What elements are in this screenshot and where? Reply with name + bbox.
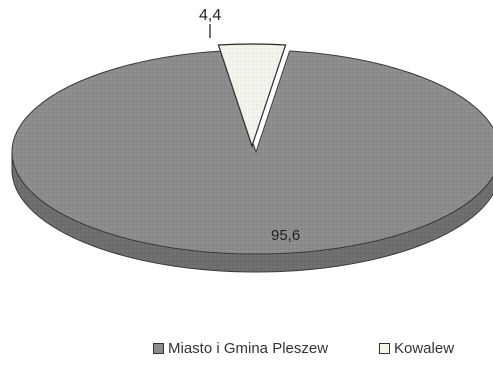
legend-label-kowalew: Kowalew [394, 340, 455, 357]
pie-slice-miasto-texture [12, 50, 493, 254]
data-label-miasto: 95,6 [271, 227, 300, 244]
legend-item-kowalew: Kowalew [379, 340, 454, 357]
pie-slice-kowalew-texture [218, 44, 286, 147]
data-label-kowalew: 4,4 [199, 7, 221, 24]
legend-swatch-kowalew [379, 343, 390, 354]
legend-swatch-miasto [153, 343, 164, 354]
legend-label-miasto: Miasto i Gmina Pleszew [168, 340, 329, 357]
legend-item-miasto-i-gmina-pleszew: Miasto i Gmina Pleszew [153, 340, 328, 357]
